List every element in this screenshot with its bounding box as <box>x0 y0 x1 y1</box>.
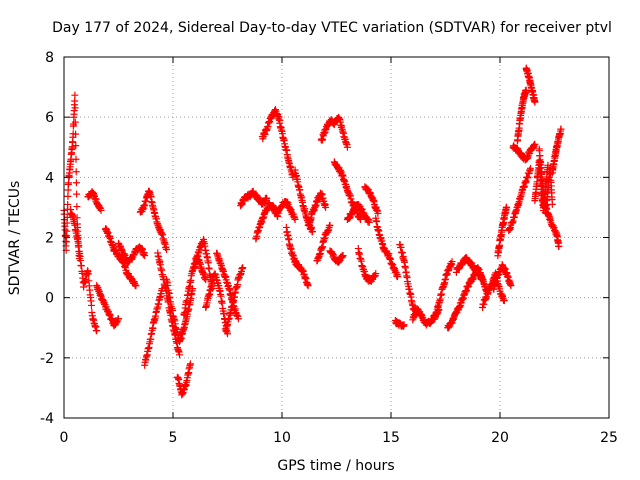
data-point <box>527 164 535 172</box>
chart-title: Day 177 of 2024, Sidereal Day-to-day VTE… <box>52 20 612 36</box>
data-point <box>72 168 80 176</box>
data-point <box>531 98 539 106</box>
data-point <box>322 203 330 211</box>
grid-lines <box>64 57 609 418</box>
data-point <box>176 351 184 359</box>
x-tick-label: 10 <box>273 430 291 446</box>
data-point <box>343 143 351 151</box>
data-point <box>507 282 515 290</box>
data-point <box>72 130 80 138</box>
y-tick-label: 2 <box>45 231 54 247</box>
data-point <box>132 282 140 290</box>
data-point <box>72 142 80 150</box>
data-point <box>63 213 71 221</box>
data-point <box>503 203 511 211</box>
data-point <box>500 297 508 305</box>
data-point <box>75 241 83 249</box>
data-point <box>356 215 364 223</box>
data-point <box>326 221 334 229</box>
y-tick-label: 6 <box>45 110 54 126</box>
y-tick-label: 8 <box>45 50 54 66</box>
data-point <box>239 264 247 272</box>
data-point <box>202 276 210 284</box>
data-point <box>522 86 530 94</box>
x-tick-label: 20 <box>491 430 509 446</box>
x-tick-label: 15 <box>382 430 400 446</box>
data-point <box>97 206 105 214</box>
data-point <box>309 227 317 235</box>
data-point <box>84 270 92 278</box>
data-point <box>304 282 312 290</box>
x-tick-label: 0 <box>60 430 69 446</box>
data-point <box>93 327 101 335</box>
data-point <box>234 315 242 323</box>
data-point <box>115 315 122 323</box>
data-point <box>400 321 408 329</box>
data-point <box>372 270 380 278</box>
data-point <box>374 209 382 217</box>
data-point <box>263 194 271 202</box>
data-point <box>71 104 79 112</box>
data-point <box>186 360 194 368</box>
data-point <box>291 215 299 223</box>
data-point <box>73 203 81 211</box>
x-tick-label: 5 <box>169 430 178 446</box>
data-point <box>72 179 80 187</box>
data-point <box>64 192 72 200</box>
data-point <box>531 140 539 148</box>
data-point <box>448 258 456 266</box>
data-point <box>71 91 79 99</box>
y-tick-labels: -4 -2 0 2 4 6 8 <box>40 50 54 427</box>
y-tick-label: -2 <box>40 351 54 367</box>
data-point <box>73 190 81 198</box>
data-points <box>60 64 565 399</box>
data-point <box>87 301 95 309</box>
data-point <box>339 252 347 260</box>
data-point <box>557 125 565 133</box>
data-point <box>72 155 80 163</box>
data-point <box>548 200 556 208</box>
data-point <box>71 118 79 126</box>
data-point <box>63 227 71 235</box>
x-tick-label: 25 <box>600 430 618 446</box>
x-tick-labels: 0 5 10 15 20 25 <box>60 430 618 446</box>
data-point <box>64 200 72 208</box>
y-tick-label: -4 <box>40 411 54 427</box>
y-tick-label: 4 <box>45 170 54 186</box>
data-point <box>162 246 170 254</box>
data-point <box>365 218 373 226</box>
data-point <box>394 273 402 281</box>
data-point <box>555 243 563 251</box>
y-tick-label: 0 <box>45 291 54 307</box>
y-axis-label: SDTVAR / TECUs <box>7 181 23 296</box>
data-point <box>141 252 149 260</box>
axis-ticks <box>63 56 610 419</box>
x-axis-label: GPS time / hours <box>277 458 394 474</box>
